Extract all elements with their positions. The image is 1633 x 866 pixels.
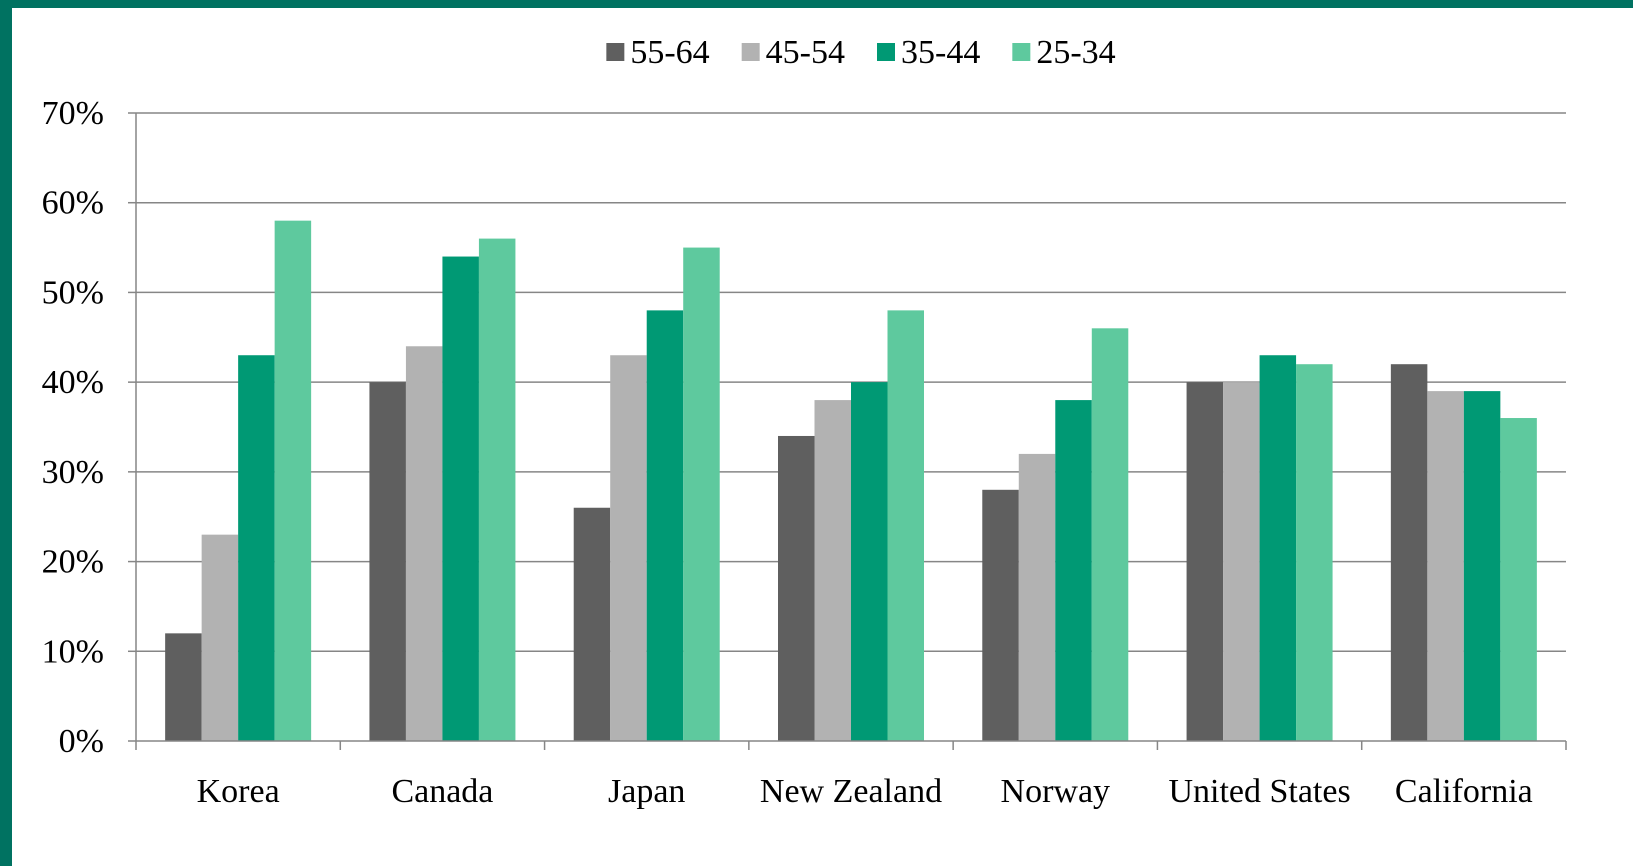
bar-25-34-japan xyxy=(683,247,720,742)
y-tick-label: 40% xyxy=(42,364,104,401)
legend-label: 25-34 xyxy=(1036,34,1115,71)
bar-25-34-new-zealand xyxy=(887,310,924,741)
bar-25-34-korea xyxy=(274,220,312,741)
y-axis-tick-labels: 0% 10% 20% 30% 40% 50% 60% 70% xyxy=(42,95,104,760)
bar-25-34-norway xyxy=(1091,328,1129,741)
x-category-label: California xyxy=(1395,773,1533,810)
bar-series xyxy=(165,220,1537,742)
bar-55-64-united-states xyxy=(1186,382,1224,741)
y-tick-label: 50% xyxy=(42,274,104,311)
bar-35-44-norway xyxy=(1055,400,1092,741)
axes xyxy=(135,113,1567,750)
bar-55-64-california xyxy=(1390,364,1428,741)
x-category-label: New Zealand xyxy=(760,773,942,810)
legend-swatch-55-64 xyxy=(606,43,625,61)
bar-25-34-united-states xyxy=(1296,364,1333,741)
legend-swatch-25-34 xyxy=(1012,43,1031,61)
x-category-label: Norway xyxy=(1001,773,1111,810)
bar-55-64-korea xyxy=(165,633,202,741)
bar-chart: 55-64 45-54 35-44 25-34 0% 10% 20% 30% 40% 50% 60… xyxy=(42,34,1567,810)
chart-frame: 55-64 45-54 35-44 25-34 0% 10% 20% 30% 40% 50% 60… xyxy=(12,8,1633,866)
bar-25-34-canada xyxy=(478,238,516,741)
bar-45-54-california xyxy=(1427,391,1464,741)
x-category-label: United States xyxy=(1168,773,1350,810)
bar-35-44-korea xyxy=(238,355,275,741)
bar-45-54-canada xyxy=(405,346,443,741)
legend-label: 55-64 xyxy=(630,34,709,71)
bar-55-64-norway xyxy=(982,489,1019,741)
legend-label: 35-44 xyxy=(901,34,980,71)
y-tick-label: 10% xyxy=(42,633,104,670)
bar-35-44-japan xyxy=(646,310,684,741)
y-tick-label: 0% xyxy=(59,723,104,760)
y-tick-label: 60% xyxy=(42,185,104,222)
legend-label: 45-54 xyxy=(766,34,845,71)
bar-45-54-united-states xyxy=(1223,382,1260,741)
x-category-label: Japan xyxy=(608,773,685,810)
y-tick-label: 20% xyxy=(42,544,104,581)
bar-55-64-new-zealand xyxy=(778,435,815,741)
x-category-label: Canada xyxy=(391,773,493,810)
x-category-label: Korea xyxy=(197,773,280,810)
y-tick-label: 70% xyxy=(42,95,104,132)
bar-45-54-new-zealand xyxy=(814,400,851,741)
x-axis-category-labels: Korea Canada Japan New Zealand Norway United … xyxy=(197,773,1533,810)
bar-45-54-japan xyxy=(610,355,647,741)
legend-swatch-35-44 xyxy=(877,43,895,61)
bar-25-34-california xyxy=(1500,418,1537,741)
bar-45-54-korea xyxy=(201,534,239,741)
y-tick-label: 30% xyxy=(42,454,104,491)
chart-legend: 55-64 45-54 35-44 25-34 xyxy=(606,34,1116,71)
bar-35-44-canada xyxy=(442,256,479,741)
bar-45-54-norway xyxy=(1018,453,1056,741)
bar-35-44-new-zealand xyxy=(851,382,888,741)
bar-35-44-united-states xyxy=(1259,355,1297,741)
bar-55-64-japan xyxy=(573,507,611,741)
bar-35-44-california xyxy=(1463,391,1501,741)
legend-swatch-45-54 xyxy=(741,43,760,61)
bar-55-64-canada xyxy=(369,382,406,741)
